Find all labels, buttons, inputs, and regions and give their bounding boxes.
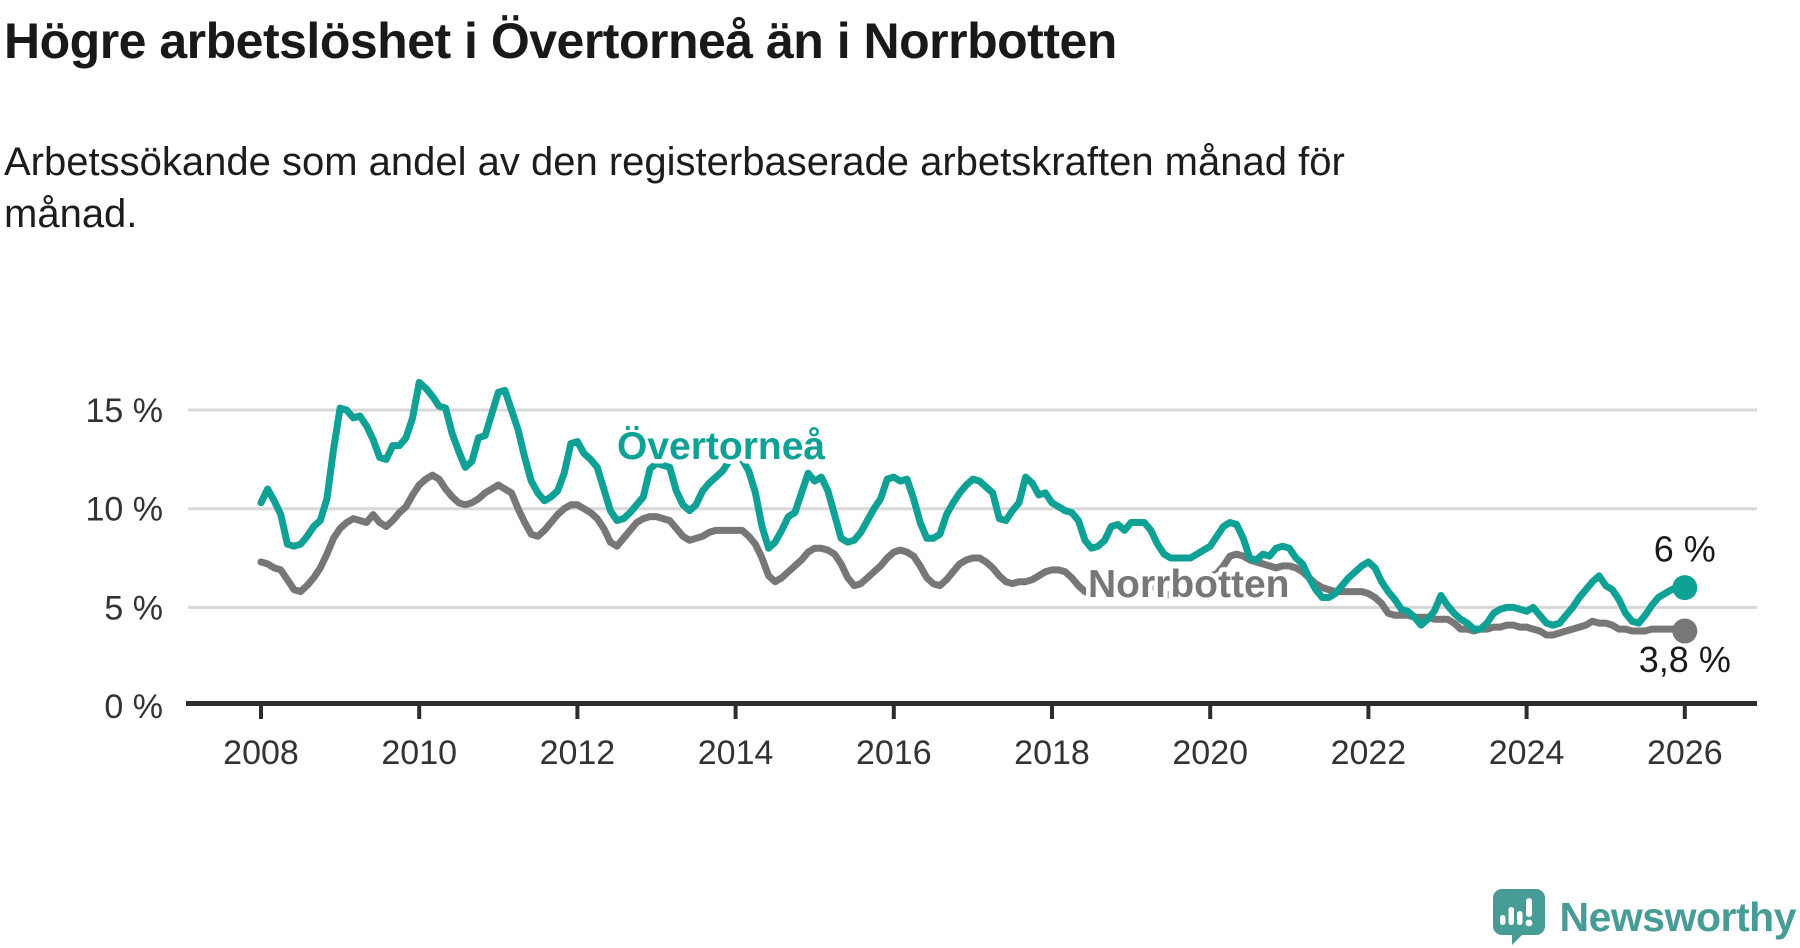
- y-axis-tick-label: 0 %: [104, 688, 163, 726]
- series-end-dot-norrbotten: [1672, 618, 1698, 644]
- x-axis-tick-label: 2016: [856, 734, 932, 772]
- x-axis-tick-label: 2020: [1172, 734, 1248, 772]
- series-end-label-norrbotten: 3,8 %: [1639, 639, 1731, 680]
- x-axis-tick-label: 2012: [540, 734, 616, 772]
- x-axis-tick-label: 2014: [698, 734, 774, 772]
- series-end-dot-övertorneå: [1672, 575, 1698, 601]
- x-axis-tick-label: 2022: [1331, 734, 1407, 772]
- x-axis-tick-label: 2008: [223, 734, 299, 772]
- y-axis-tick-label: 10 %: [86, 491, 164, 529]
- series-name-label-övertorneå: Övertorneå: [617, 425, 825, 468]
- series-end-label-övertorneå: 6 %: [1654, 529, 1716, 570]
- series-name-label-norrbotten: Norrbotten: [1088, 563, 1289, 606]
- y-axis-tick-label: 5 %: [104, 589, 163, 627]
- x-axis-tick-label: 2026: [1647, 734, 1723, 772]
- page-title: Högre arbetslöshet i Övertorneå än i Nor…: [4, 13, 1117, 69]
- x-axis-tick-label: 2018: [1014, 734, 1090, 772]
- x-axis-tick-label: 2010: [381, 734, 457, 772]
- y-axis-tick-label: 15 %: [86, 392, 164, 430]
- newsworthy-speech-bubble-chart-icon: [1492, 889, 1545, 945]
- series-line-övertorneå: [257, 378, 1689, 633]
- x-axis-tick-label: 2024: [1489, 734, 1565, 772]
- newsworthy-wordmark: Newsworthy: [1559, 893, 1797, 940]
- series-line-norrbotten: [257, 471, 1689, 639]
- newsworthy-branding: Newsworthy: [1492, 888, 1797, 946]
- page-subtitle: Arbetssökande som andel av den registerb…: [4, 140, 1345, 236]
